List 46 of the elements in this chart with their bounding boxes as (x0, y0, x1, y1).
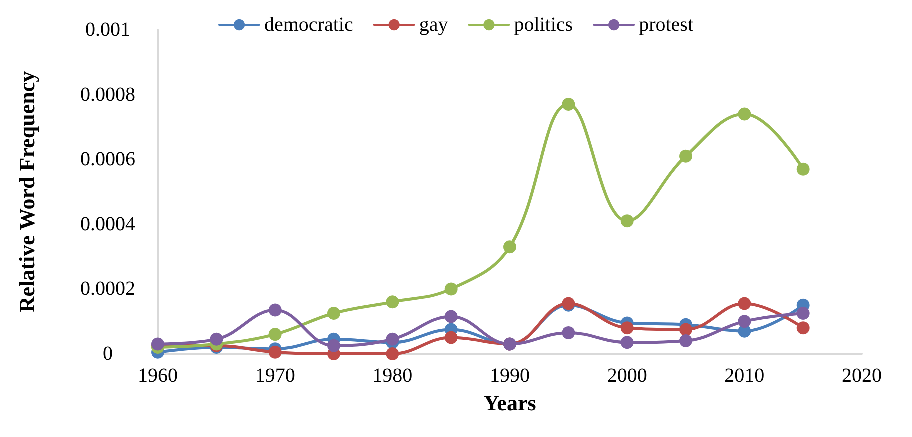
point (620, 322, 634, 335)
y-tick-label: 0.0002 (80, 278, 136, 300)
point (796, 322, 810, 335)
x-tick-label: 2000 (607, 365, 648, 387)
point (444, 310, 458, 324)
legend-label: gay (419, 14, 448, 36)
x-tick-label: 1990 (490, 365, 530, 387)
y-tick-label: 0.0008 (80, 84, 136, 106)
point (796, 162, 810, 176)
point (562, 98, 576, 112)
point (268, 328, 282, 342)
x-axis-title: Years (484, 390, 537, 416)
point (386, 332, 400, 346)
point (386, 348, 400, 360)
y-tick-label: 0.0006 (80, 148, 136, 171)
x-tick-label: 1980 (372, 365, 413, 387)
point (620, 214, 634, 228)
point (562, 326, 576, 340)
x-tick-label: 2020 (842, 365, 882, 387)
point (444, 331, 458, 344)
point (386, 296, 400, 309)
point (444, 282, 458, 296)
point (680, 334, 692, 348)
legend-label: politics (514, 14, 574, 36)
legend-label: protest (639, 14, 694, 36)
point (738, 297, 752, 310)
y-tick-label: 0 (103, 343, 113, 365)
x-tick-label: 1970 (255, 365, 296, 387)
point (210, 332, 224, 346)
legend-label: democratic (264, 14, 354, 36)
x-tick-label: 2010 (724, 365, 765, 387)
point (796, 307, 810, 320)
y-tick-label: 0.001 (86, 19, 130, 41)
y-tick-label: 0.0004 (80, 213, 136, 236)
point (328, 307, 340, 320)
point (738, 108, 752, 121)
point (680, 323, 692, 336)
point (268, 346, 282, 359)
point (504, 240, 516, 254)
point (620, 336, 634, 350)
point (328, 339, 340, 352)
point (268, 304, 282, 317)
point (680, 150, 692, 163)
point (738, 315, 752, 328)
x-tick-label: 1960 (138, 365, 178, 387)
y-axis-title: Relative Word Frequency (14, 71, 40, 313)
